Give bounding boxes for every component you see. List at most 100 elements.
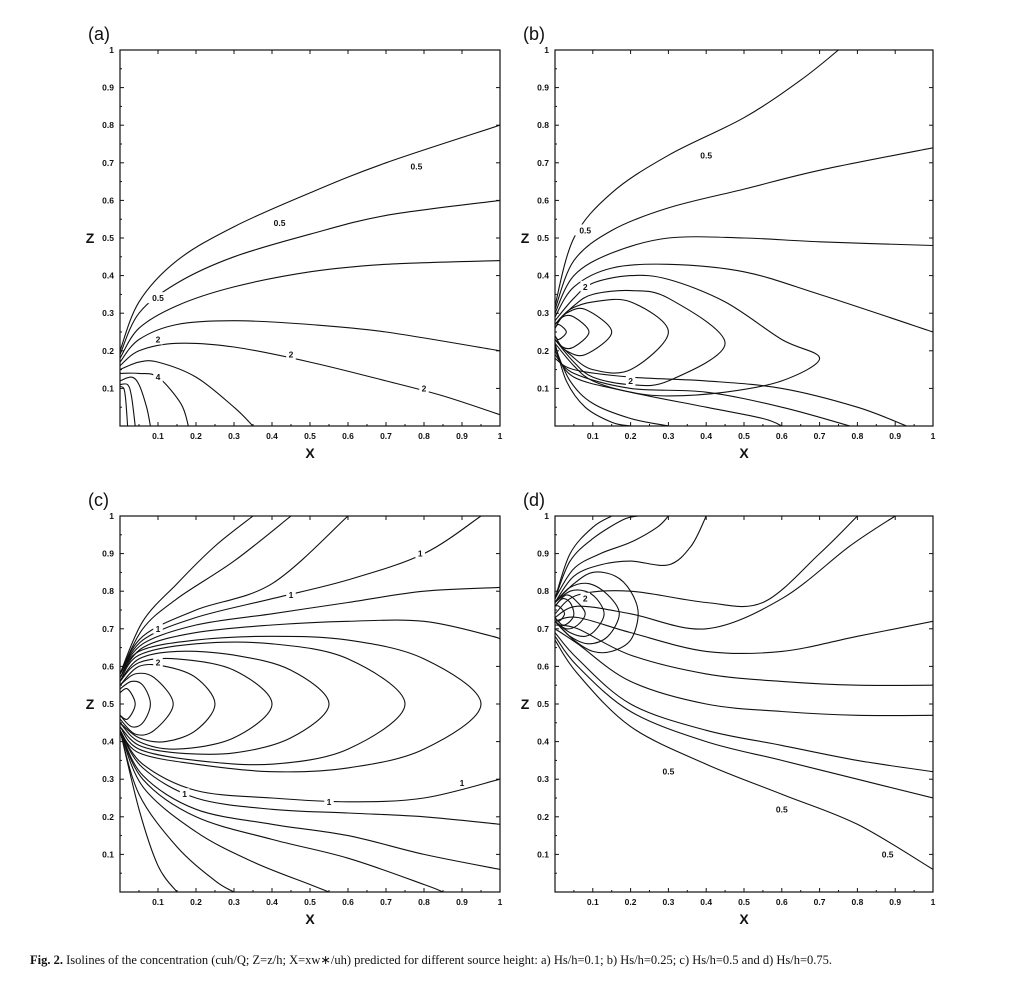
isoline-b-5: [555, 274, 821, 397]
isoline-d-8: [555, 594, 586, 630]
isoline-c-21: [120, 730, 178, 892]
isoline-d-15: [555, 628, 933, 717]
isoline-b-15: [555, 343, 631, 426]
x-tick-label-b-9: 0.9: [889, 431, 901, 441]
isoline-label-bg-b-3: [580, 280, 590, 292]
isoline-c-13: [120, 680, 151, 728]
caption-text: Isolines of the concentration (cuh/Q; Z=…: [66, 953, 833, 967]
y-axis-label-d: Z: [521, 696, 530, 712]
isoline-d-14: [555, 624, 933, 687]
isoline-label-bg-a-6: [419, 382, 429, 394]
x-tick-label-a-5: 0.5: [304, 431, 316, 441]
isoline-label-a-1: 0.5: [410, 162, 422, 172]
x-tick-label-b-2: 0.2: [625, 431, 637, 441]
x-tick-label-b-7: 0.7: [814, 431, 826, 441]
y-tick-label-c-9: 0.9: [102, 549, 114, 559]
isoline-d-7: [555, 589, 605, 637]
isoline-label-b-4: 2: [628, 376, 633, 386]
x-axis-label-b: X: [739, 445, 749, 461]
x-tick-label-b-3: 0.3: [662, 431, 674, 441]
y-tick-label-c-2: 0.2: [102, 812, 114, 822]
isoline-label-bg-a-2: [269, 216, 290, 228]
isoline-label-b-1: 0.5: [700, 150, 712, 160]
x-tick-label-a-10: 1: [498, 431, 503, 441]
isoline-d-5: [555, 571, 639, 654]
isoline-label-a-2: 0.5: [274, 218, 286, 228]
isoline-label-bg-c-7: [457, 776, 467, 788]
y-tick-label-d-2: 0.2: [537, 812, 549, 822]
y-tick-label-d-5: 0.5: [537, 699, 549, 709]
isoline-b-1: [555, 50, 839, 306]
y-tick-label-c-3: 0.3: [102, 774, 114, 784]
isoline-c-2: [120, 516, 292, 675]
y-tick-label-b-1: 0.1: [537, 383, 549, 393]
isoline-label-d-4: 0.5: [882, 849, 894, 859]
isoline-c-11: [120, 663, 216, 743]
isoline-label-bg-c-5: [179, 788, 190, 800]
isoline-b-7: [555, 298, 669, 374]
x-tick-label-b-8: 0.8: [851, 431, 863, 441]
isoline-label-bg-a-1: [406, 160, 427, 172]
isoline-a-4: [120, 320, 500, 363]
isoline-label-a-3: 0.5: [152, 293, 164, 303]
isoline-c-7: [120, 635, 482, 773]
x-tick-label-d-7: 0.7: [814, 897, 826, 907]
isoline-a-1: [120, 124, 500, 352]
isoline-c-20: [120, 730, 235, 892]
isoline-c-1: [120, 516, 254, 675]
isoline-b-13: [555, 357, 907, 426]
x-tick-label-a-9: 0.9: [456, 431, 468, 441]
isoline-label-d-2: 0.5: [662, 767, 674, 777]
isoline-label-a-7: 4: [156, 372, 161, 382]
isoline-label-d-3: 0.5: [776, 804, 788, 814]
isoline-label-bg-a-4: [153, 333, 163, 345]
isoline-c-9: [120, 650, 330, 755]
isoline-c-14: [120, 688, 136, 720]
isoline-c-19: [120, 730, 330, 892]
x-tick-label-c-8: 0.8: [418, 897, 430, 907]
x-axis-label-a: X: [305, 445, 315, 461]
isoline-label-bg-d-3: [771, 803, 793, 815]
x-tick-label-c-10: 1: [498, 897, 503, 907]
y-tick-label-d-1: 0.1: [537, 849, 549, 859]
y-tick-label-a-1: 0.1: [102, 383, 114, 393]
y-tick-label-d-6: 0.6: [537, 661, 549, 671]
y-axis-label-b: Z: [521, 230, 530, 246]
isoline-c-16: [120, 730, 500, 825]
isoline-label-bg-b-1: [695, 149, 717, 161]
x-tick-label-a-3: 0.3: [228, 431, 240, 441]
x-tick-label-d-10: 1: [931, 897, 936, 907]
isoline-a-9: [120, 383, 136, 426]
isoline-b-9: [555, 314, 590, 350]
x-tick-label-d-8: 0.8: [851, 897, 863, 907]
isoline-b-12: [555, 354, 850, 426]
plot-frame-d: [554, 515, 934, 893]
isoline-a-2: [120, 199, 500, 355]
isoline-label-a-5: 2: [289, 350, 294, 360]
figure-caption: Fig. 2. Isolines of the concentration (c…: [30, 952, 1010, 968]
x-tick-label-d-6: 0.6: [776, 897, 788, 907]
panel-a: (a) 0.5 0.5 0.5 2 2 2 4 0.1 0.2 0.3 0.4 0.5 0.6 0.7 0.8…: [86, 24, 503, 461]
y-tick-label-d-7: 0.7: [537, 624, 549, 634]
x-tick-label-b-1: 0.1: [587, 431, 599, 441]
isoline-d-17: [555, 635, 933, 799]
y-axis-label-a: Z: [86, 230, 95, 246]
x-tick-label-a-2: 0.2: [190, 431, 202, 441]
isoline-c-15: [120, 729, 500, 803]
isoline-c-17: [120, 730, 500, 870]
y-tick-label-b-10: 1: [544, 45, 549, 55]
isoline-c-4: [120, 516, 482, 675]
isoline-c-18: [120, 730, 444, 892]
isoline-d-11: [555, 516, 858, 615]
x-tick-label-d-2: 0.2: [625, 897, 637, 907]
isoline-label-c-5: 1: [182, 789, 187, 799]
isoline-label-c-6: 1: [327, 797, 332, 807]
panel-d: (d) 2 0.5 0.5 0.5 0.1 0.2 0.3 0.4 0.5 0.6 0.7 0.8 0.9…: [521, 490, 936, 927]
isoline-label-bg-c-2: [286, 588, 296, 600]
isoline-d-1: [555, 516, 612, 599]
y-axis-label-c: Z: [86, 696, 95, 712]
isoline-label-bg-d-1: [580, 592, 590, 604]
isoline-b-3: [555, 236, 933, 314]
x-tick-label-c-7: 0.7: [380, 897, 392, 907]
